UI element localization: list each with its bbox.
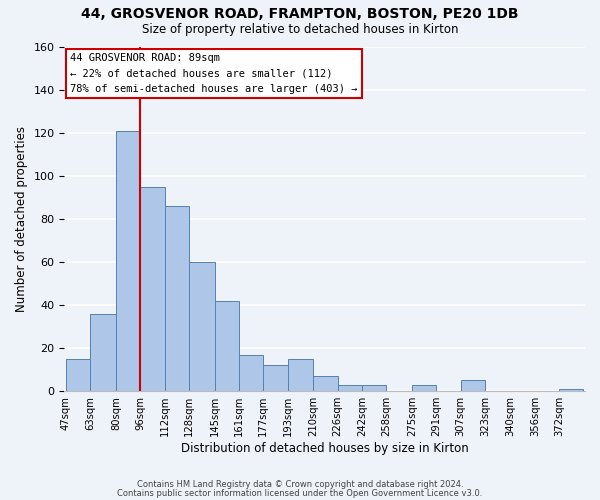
Bar: [263, 366, 287, 391]
Bar: [362, 384, 386, 391]
Text: 44 GROSVENOR ROAD: 89sqm
← 22% of detached houses are smaller (112)
78% of semi-: 44 GROSVENOR ROAD: 89sqm ← 22% of detach…: [70, 53, 358, 94]
Bar: [559, 389, 583, 391]
Bar: [140, 186, 164, 391]
Bar: [412, 384, 436, 391]
Bar: [239, 354, 263, 391]
Bar: [90, 314, 116, 391]
Bar: [66, 359, 90, 391]
Y-axis label: Number of detached properties: Number of detached properties: [15, 126, 28, 312]
Text: Contains public sector information licensed under the Open Government Licence v3: Contains public sector information licen…: [118, 490, 482, 498]
Text: Contains HM Land Registry data © Crown copyright and database right 2024.: Contains HM Land Registry data © Crown c…: [137, 480, 463, 489]
Bar: [189, 262, 215, 391]
Bar: [338, 384, 362, 391]
Bar: [313, 376, 338, 391]
Bar: [215, 300, 239, 391]
Bar: [164, 206, 189, 391]
Bar: [461, 380, 485, 391]
Bar: [287, 359, 313, 391]
Bar: [116, 130, 140, 391]
Text: Size of property relative to detached houses in Kirton: Size of property relative to detached ho…: [142, 22, 458, 36]
Text: 44, GROSVENOR ROAD, FRAMPTON, BOSTON, PE20 1DB: 44, GROSVENOR ROAD, FRAMPTON, BOSTON, PE…: [81, 8, 519, 22]
X-axis label: Distribution of detached houses by size in Kirton: Distribution of detached houses by size …: [181, 442, 469, 455]
